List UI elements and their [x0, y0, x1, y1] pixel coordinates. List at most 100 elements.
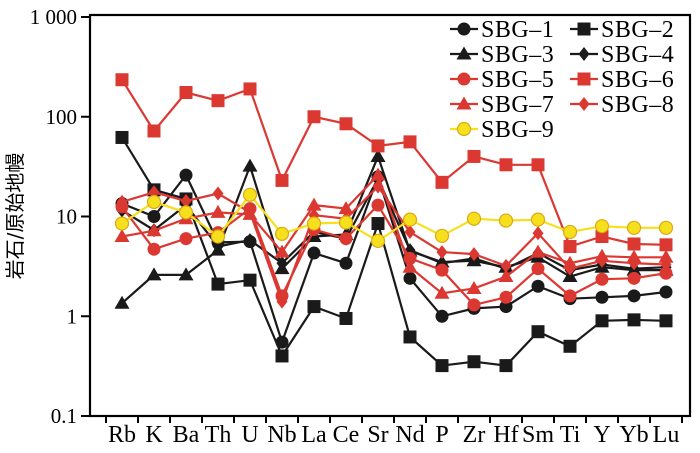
y-tick-label: 1 000	[30, 5, 77, 29]
data-point-diamond	[276, 256, 288, 271]
legend: SBG–1 SBG–2 SBG–3 SBG–4 SBG–5 SBG–6 SBG–7 SBG–8…	[450, 17, 674, 143]
data-point-diamond	[116, 194, 128, 209]
series-line	[121, 136, 667, 367]
data-point-square	[211, 94, 225, 108]
data-point-square	[435, 359, 449, 373]
data-point-square	[659, 238, 673, 252]
data-point-diamond	[180, 194, 192, 209]
data-point-circle	[531, 279, 545, 293]
data-point-triangle	[370, 167, 386, 181]
data-point-triangle	[338, 201, 354, 215]
data-point-circle	[435, 309, 449, 323]
data-point-diamond	[578, 97, 590, 111]
x-tick-label: Ti	[560, 422, 581, 448]
data-point-circle	[147, 242, 161, 256]
legend-label: SBG–1	[481, 17, 554, 43]
data-point-square	[595, 230, 609, 244]
data-point-circle	[338, 215, 354, 230]
series-line	[121, 184, 667, 305]
data-point-circle	[530, 212, 546, 227]
legend-item-sbg-8: SBG–8	[570, 92, 674, 118]
data-point-square	[595, 314, 609, 328]
data-point-diamond	[372, 179, 384, 194]
data-point-square	[467, 355, 481, 369]
data-point-diamond	[660, 257, 672, 272]
x-tick-label: Hf	[493, 422, 518, 448]
data-point-circle	[339, 256, 353, 270]
x-tick-label: La	[301, 422, 327, 448]
data-point-circle	[179, 168, 193, 182]
x-tick-label: Ce	[333, 422, 360, 448]
data-point-triangle	[658, 249, 674, 263]
data-point-circle	[594, 219, 610, 234]
data-point-square	[179, 86, 193, 100]
data-point-circle	[595, 272, 609, 286]
data-point-square	[403, 135, 417, 149]
data-point-diamond	[404, 224, 416, 239]
x-tick-label: U	[241, 422, 258, 448]
data-point-circle	[146, 194, 162, 210]
x-tick-label: Nd	[395, 422, 424, 448]
data-point-circle	[499, 300, 513, 314]
data-point-square	[147, 124, 161, 138]
y-tick-label: 0.1	[51, 404, 77, 428]
data-point-circle	[659, 266, 673, 280]
data-point-square	[339, 311, 353, 325]
data-point-circle	[147, 210, 161, 223]
data-point-square	[339, 117, 353, 131]
data-point-square	[531, 325, 545, 339]
data-point-triangle	[402, 259, 418, 273]
data-point-circle	[339, 232, 353, 246]
series-line	[121, 173, 667, 346]
data-point-circle	[659, 285, 673, 299]
data-point-circle	[179, 232, 193, 246]
x-tick-label: Sm	[522, 422, 554, 448]
data-point-diamond	[276, 294, 288, 309]
data-point-circle	[456, 121, 472, 137]
series-sbg-9	[114, 187, 674, 248]
legend-label: SBG–3	[481, 42, 554, 68]
data-point-diamond	[532, 226, 544, 241]
data-point-square	[531, 158, 545, 172]
data-point-square	[275, 349, 289, 363]
data-point-circle	[306, 216, 322, 231]
data-point-square	[627, 313, 641, 327]
legend-item-sbg-4: SBG–4	[570, 42, 674, 68]
data-point-circle	[466, 211, 482, 226]
data-point-triangle	[456, 96, 472, 110]
data-point-circle	[498, 213, 514, 228]
data-point-diamond	[578, 47, 590, 61]
data-point-circle	[626, 220, 642, 235]
legend-label: SBG–5	[481, 67, 554, 93]
data-point-circle	[114, 216, 130, 231]
data-point-square	[115, 73, 129, 87]
data-point-diamond	[500, 258, 512, 273]
data-point-circle	[499, 290, 513, 304]
data-point-square	[307, 110, 321, 124]
legend-label: SBG–4	[601, 42, 674, 68]
data-point-square	[563, 240, 577, 254]
data-point-square	[371, 139, 385, 153]
data-point-square	[467, 149, 481, 163]
data-point-triangle	[178, 267, 194, 281]
data-point-triangle	[242, 158, 258, 172]
data-point-circle	[457, 72, 471, 86]
legend-label: SBG–6	[601, 67, 674, 93]
data-point-triangle	[146, 223, 162, 237]
data-point-diamond	[212, 186, 224, 201]
data-point-circle	[370, 233, 386, 248]
x-tick-label: K	[145, 422, 163, 448]
data-point-diamond	[596, 253, 608, 268]
data-point-circle	[531, 262, 545, 276]
legend-item-sbg-6: SBG–6	[570, 67, 674, 93]
x-tick-label: Zr	[463, 422, 486, 448]
data-point-triangle	[114, 295, 130, 309]
data-point-square	[577, 22, 591, 36]
y-axis: 1 000 100 10 1 0.1 岩石/原始地幔	[3, 5, 90, 428]
data-point-triangle	[456, 46, 472, 60]
legend-item-sbg-9: SBG–9	[450, 117, 554, 143]
x-tick-label: P	[435, 422, 448, 448]
data-point-triangle	[498, 269, 514, 283]
